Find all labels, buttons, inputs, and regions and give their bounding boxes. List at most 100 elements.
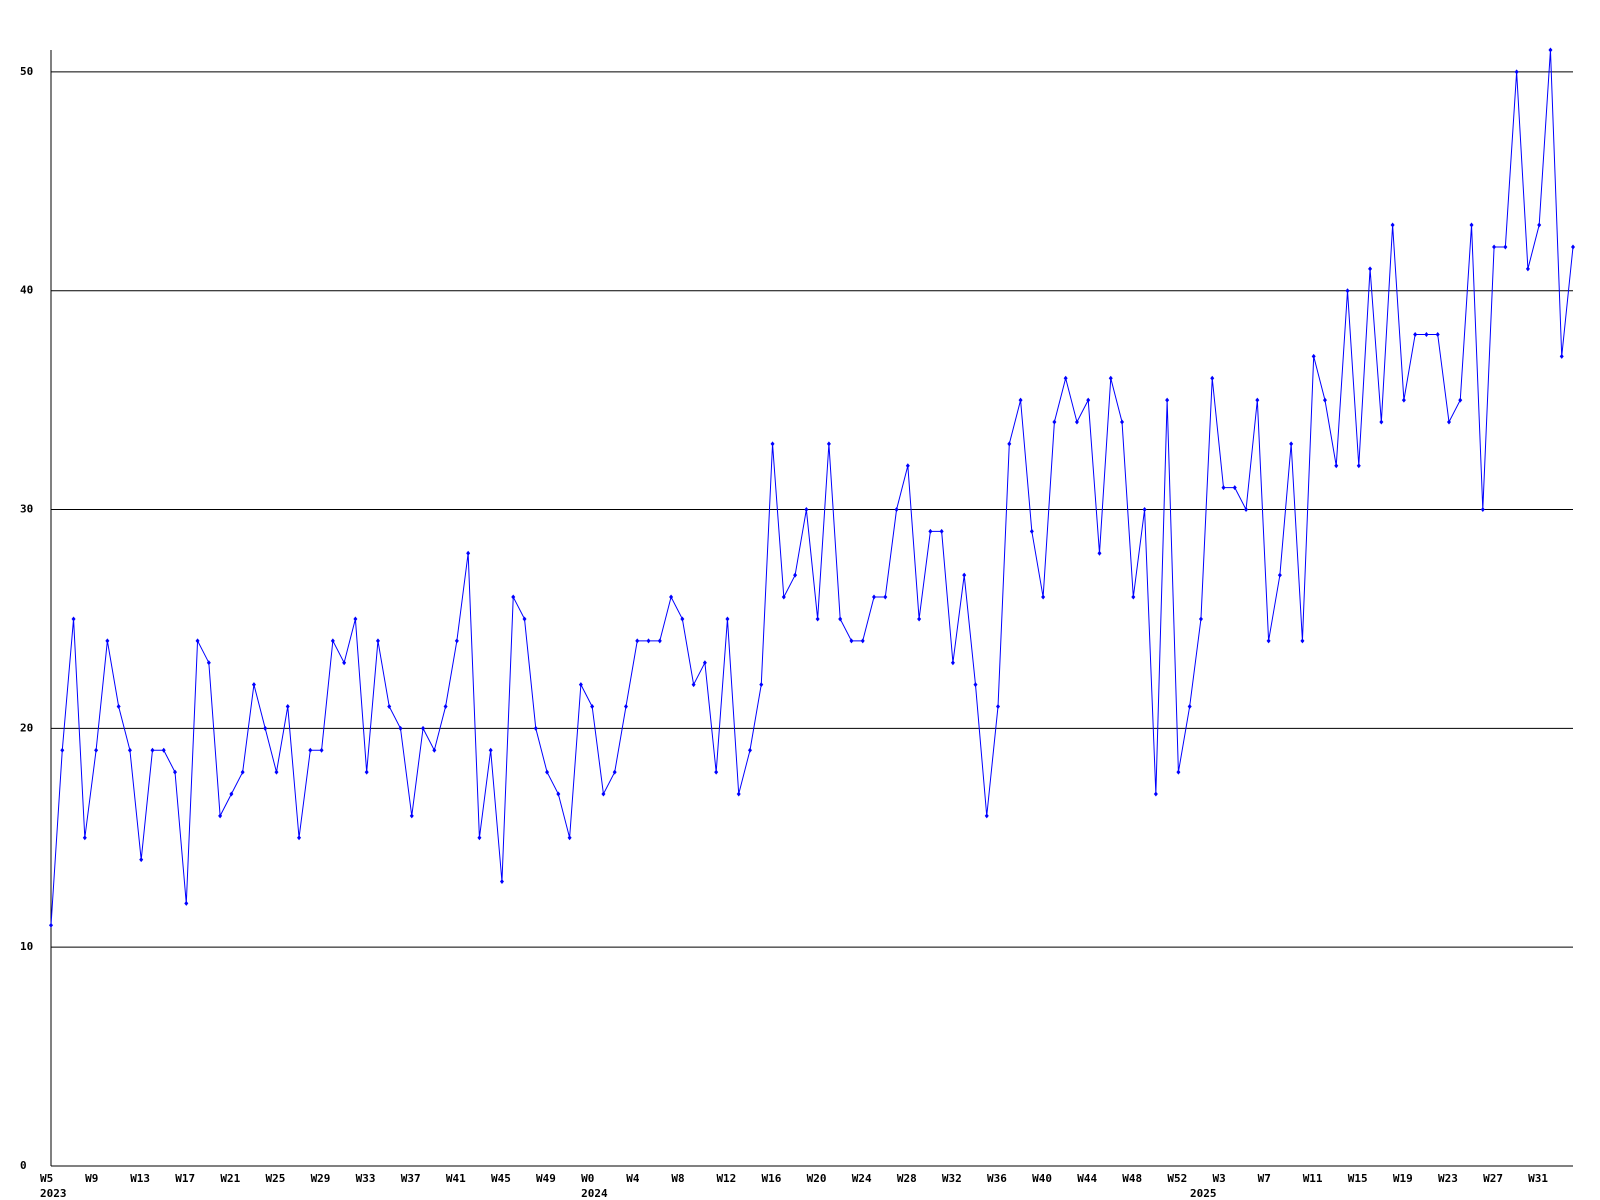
marker [229,791,234,797]
x-tick-label: W4 [626,1172,640,1185]
marker [1029,528,1034,534]
x-tick-label: W17 [175,1172,195,1185]
marker [657,638,662,644]
marker [1097,550,1102,556]
y-tick-label: 10 [20,940,33,953]
x-tick-label: W0 [581,1172,594,1185]
marker [263,725,268,731]
marker [1356,463,1361,469]
marker [872,594,877,600]
marker [1503,244,1508,250]
marker [161,747,166,753]
x-tick-label: W16 [762,1172,782,1185]
marker [612,769,617,775]
marker [1334,463,1339,469]
marker [1322,397,1327,403]
marker [928,528,933,534]
y-tick-label: 20 [20,721,33,734]
marker [736,791,741,797]
marker [1379,419,1384,425]
marker [488,747,493,753]
marker [1401,397,1406,403]
marker [1266,638,1271,644]
marker [511,594,516,600]
marker [251,682,256,688]
marker [364,769,369,775]
marker [759,682,764,688]
marker [838,616,843,622]
marker [860,638,865,644]
marker [950,660,955,666]
marker [556,791,561,797]
marker [1176,769,1181,775]
marker [150,747,155,753]
x-sublabel: 2023 [40,1187,67,1200]
marker [71,616,76,622]
marker [1289,441,1294,447]
x-tick-label: W19 [1393,1172,1413,1185]
y-tick-label: 40 [20,284,33,297]
marker [1052,419,1057,425]
marker [1311,353,1316,359]
marker [218,813,223,819]
marker [1142,507,1147,513]
marker [917,616,922,622]
x-tick-label: W5 [40,1172,53,1185]
marker [1108,375,1113,381]
marker [1571,244,1575,250]
x-tick-label: W52 [1167,1172,1187,1185]
marker [905,463,910,469]
marker [883,594,888,600]
x-tick-label: W21 [220,1172,240,1185]
marker [1255,397,1260,403]
marker [1559,353,1564,359]
marker [1492,244,1497,250]
marker [1221,485,1226,491]
marker [432,747,437,753]
x-tick-label: W37 [401,1172,421,1185]
marker [240,769,245,775]
marker [127,747,132,753]
marker [1041,594,1046,600]
marker [590,703,595,709]
marker [421,725,426,731]
marker [387,703,392,709]
x-tick-label: W27 [1483,1172,1503,1185]
marker [702,660,707,666]
x-tick-label: W29 [311,1172,331,1185]
marker [1537,222,1542,228]
marker [1390,222,1395,228]
marker [1300,638,1305,644]
x-tick-label: W23 [1438,1172,1458,1185]
marker [1086,397,1091,403]
marker [770,441,775,447]
marker [1165,397,1170,403]
x-tick-label: W32 [942,1172,962,1185]
x-tick-label: W36 [987,1172,1007,1185]
x-sublabel: 2025 [1190,1187,1217,1200]
marker [1458,397,1463,403]
marker [1198,616,1203,622]
marker [962,572,967,578]
marker [545,769,550,775]
x-tick-label: W28 [897,1172,917,1185]
marker [533,725,538,731]
marker [49,922,53,928]
marker [105,638,110,644]
marker [308,747,313,753]
x-tick-label: W12 [716,1172,736,1185]
marker [1424,331,1429,337]
marker [1018,397,1023,403]
x-tick-label: W11 [1303,1172,1323,1185]
x-tick-label: W45 [491,1172,511,1185]
marker [184,900,189,906]
marker [1063,375,1068,381]
marker [793,572,798,578]
x-sublabel: 2024 [581,1187,608,1200]
x-tick-label: W48 [1122,1172,1142,1185]
marker [375,638,380,644]
y-tick-label: 0 [20,1159,27,1172]
marker [353,616,358,622]
marker [1514,69,1519,75]
marker [1007,441,1012,447]
